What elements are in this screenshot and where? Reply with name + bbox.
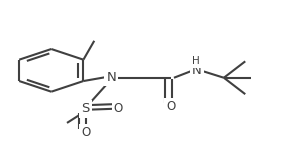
Text: O: O: [81, 126, 90, 139]
Text: N: N: [192, 64, 202, 77]
Text: H: H: [192, 55, 200, 65]
Text: S: S: [81, 102, 90, 115]
Text: N: N: [106, 71, 116, 84]
Text: O: O: [114, 102, 123, 115]
Text: O: O: [166, 100, 176, 113]
